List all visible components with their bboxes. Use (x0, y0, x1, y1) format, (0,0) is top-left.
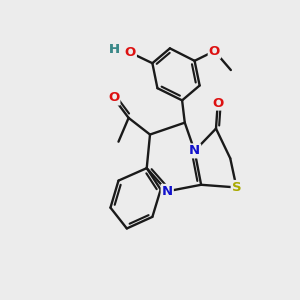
Text: O: O (209, 44, 220, 58)
Text: H: H (109, 43, 120, 56)
Text: O: O (124, 46, 136, 59)
Text: O: O (124, 46, 136, 59)
Text: O: O (209, 44, 220, 58)
Text: N: N (162, 185, 173, 198)
Text: N: N (189, 144, 200, 158)
Text: O: O (108, 92, 119, 104)
Text: O: O (212, 97, 224, 110)
Text: S: S (232, 181, 241, 194)
Text: H: H (109, 43, 120, 56)
